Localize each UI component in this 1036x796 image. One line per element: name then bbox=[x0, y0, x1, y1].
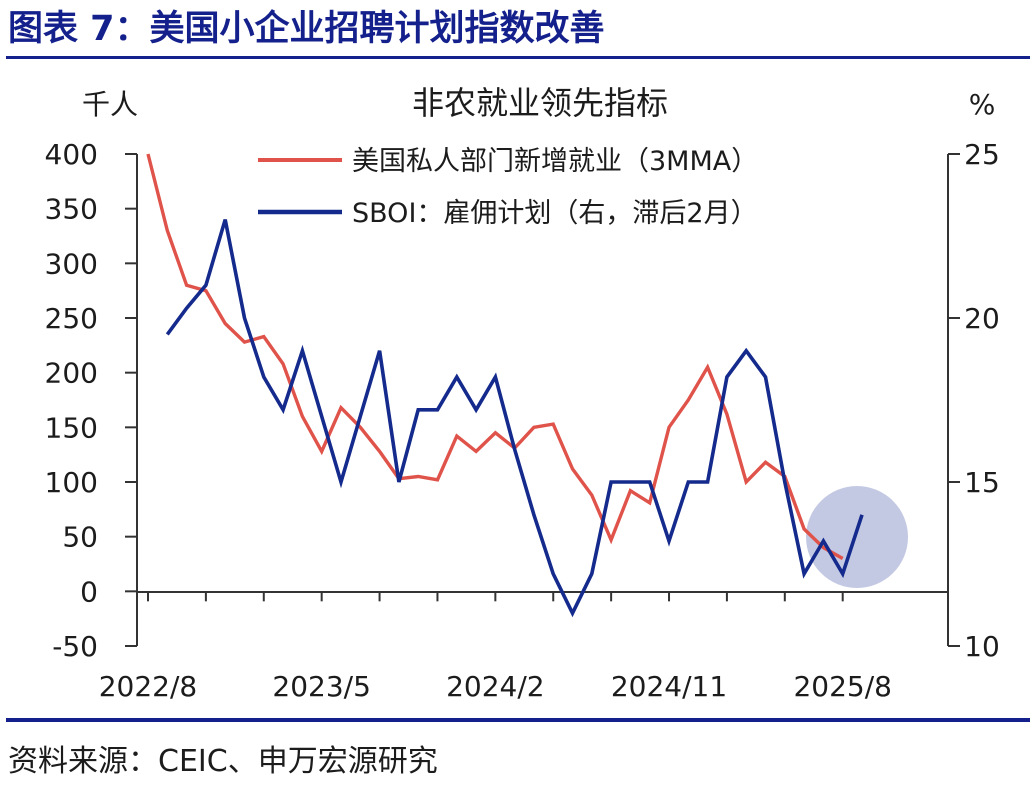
left-tick-label: -50 bbox=[52, 630, 98, 663]
legend: 美国私人部门新增就业（3MMA） SBOI：雇佣计划（右，滞后2月） bbox=[258, 146, 758, 229]
left-tick-label: 200 bbox=[45, 357, 98, 390]
x-axis-ticks: 2022/8 2023/5 2024/2 2024/11 2025/8 bbox=[99, 591, 892, 703]
right-tick-label: 10 bbox=[964, 630, 1000, 663]
title-rule bbox=[6, 56, 1030, 59]
left-tick-label: 0 bbox=[80, 575, 98, 608]
right-tick-label: 15 bbox=[964, 466, 1000, 499]
right-tick-label: 20 bbox=[964, 302, 1000, 335]
legend-label-blue: SBOI：雇佣计划（右，滞后2月） bbox=[352, 198, 758, 229]
axes bbox=[136, 154, 949, 646]
x-tick-label: 2023/5 bbox=[272, 670, 371, 703]
left-tick-label: 150 bbox=[45, 411, 98, 444]
x-tick-label: 2024/11 bbox=[611, 670, 727, 703]
figure-title: 图表 7：美国小企业招聘计划指数改善 bbox=[8, 9, 605, 49]
right-axis-unit: % bbox=[969, 88, 996, 121]
series-line-private-employment bbox=[146, 153, 844, 560]
source-note: 资料来源：CEIC、申万宏源研究 bbox=[8, 744, 438, 779]
series bbox=[146, 153, 864, 618]
right-tick-label: 25 bbox=[964, 138, 1000, 171]
x-tick-label: 2025/8 bbox=[793, 670, 892, 703]
legend-label-red: 美国私人部门新增就业（3MMA） bbox=[352, 146, 758, 177]
series-line-sboi-hiring-plans bbox=[165, 219, 864, 618]
chart-title: 非农就业领先指标 bbox=[412, 84, 668, 122]
left-tick-label: 250 bbox=[45, 302, 98, 335]
left-axis-unit: 千人 bbox=[82, 88, 138, 121]
chart: 400 350 300 250 200 150 100 50 0 -50 25 20 15 10 202… bbox=[45, 84, 1000, 703]
left-axis-ticks: 400 350 300 250 200 150 100 50 0 -50 bbox=[45, 138, 137, 663]
x-tick-label: 2022/8 bbox=[99, 670, 198, 703]
highlight-circle bbox=[806, 486, 908, 588]
footer-rule bbox=[6, 718, 1030, 722]
left-tick-label: 100 bbox=[45, 466, 98, 499]
left-tick-label: 350 bbox=[45, 193, 98, 226]
right-axis-ticks: 25 20 15 10 bbox=[948, 138, 1000, 663]
x-tick-label: 2024/2 bbox=[446, 670, 545, 703]
left-tick-label: 50 bbox=[62, 521, 98, 554]
left-tick-label: 300 bbox=[45, 247, 98, 280]
left-tick-label: 400 bbox=[45, 138, 98, 171]
